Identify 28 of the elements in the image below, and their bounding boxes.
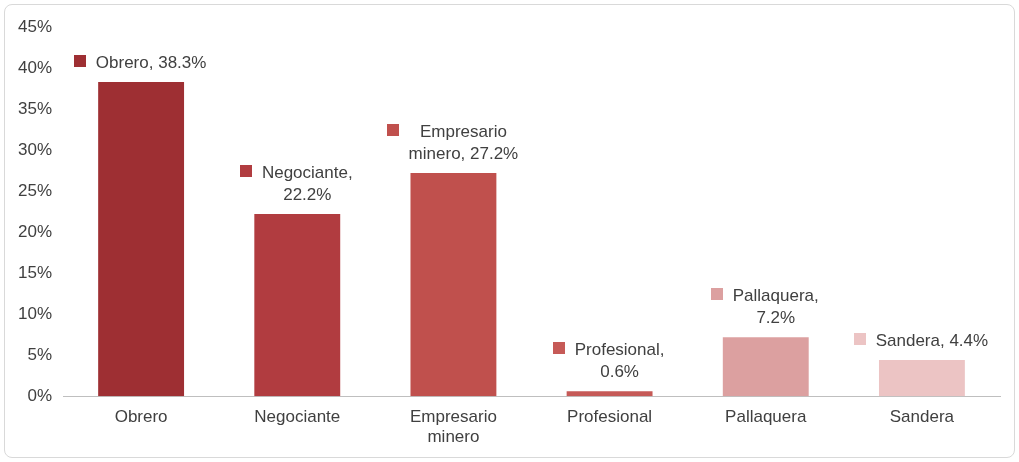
bar xyxy=(566,391,653,397)
y-tick-label: 15% xyxy=(17,262,53,282)
bar xyxy=(722,337,809,397)
data-label: Pallaquera, 7.2% xyxy=(732,286,819,328)
y-tick-label: 20% xyxy=(17,221,53,241)
y-tick-label: 35% xyxy=(17,98,53,118)
x-tick-label: Pallaquera xyxy=(725,407,807,427)
data-label: Profesional, 0.6% xyxy=(574,340,665,382)
data-label: Obrero, 38.3% xyxy=(95,52,207,72)
x-tick-label: Profesional xyxy=(567,407,653,427)
y-tick-label: 40% xyxy=(17,57,53,77)
y-tick-label: 10% xyxy=(17,303,53,323)
y-tick-label: 5% xyxy=(27,344,53,364)
data-label: Negociante, 22.2% xyxy=(261,163,353,205)
bar xyxy=(98,81,185,397)
x-tick-label: Obrero xyxy=(114,407,168,427)
y-tick-label: 25% xyxy=(17,180,53,200)
x-tick-label: Empresario minero xyxy=(409,407,497,447)
y-tick-label: 45% xyxy=(17,16,53,36)
x-tick-label: Negociante xyxy=(254,407,341,427)
y-tick-label: 30% xyxy=(17,139,53,159)
y-tick-label: 0% xyxy=(27,385,53,405)
x-tick-label: Sandera xyxy=(889,407,955,427)
bar xyxy=(878,360,965,397)
data-label: Sandera, 4.4% xyxy=(875,331,989,351)
bar xyxy=(254,214,341,397)
bar xyxy=(410,173,497,397)
data-label: Empresario minero, 27.2% xyxy=(408,122,519,164)
